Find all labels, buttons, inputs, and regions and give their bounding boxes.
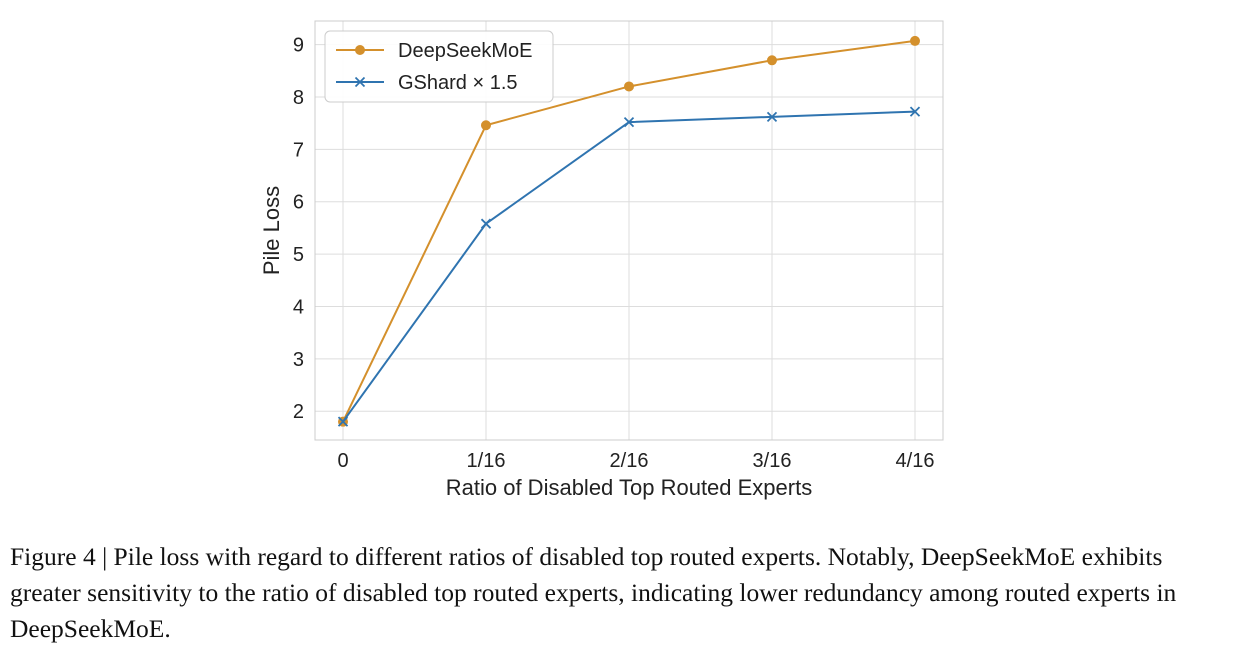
data-point-gshard bbox=[623, 116, 635, 128]
x-tick-label: 1/16 bbox=[467, 450, 506, 472]
axis-ticks: 2 3 4 5 6 7 8 9 0 1/16 2/16 3/16 4/16 bbox=[293, 35, 935, 472]
data-point-deepseekmoe bbox=[910, 35, 920, 46]
marker-stroke bbox=[337, 416, 349, 427]
x-tick-label: 4/16 bbox=[896, 450, 935, 472]
plot-area-frame bbox=[314, 20, 944, 441]
marker-stroke bbox=[766, 111, 778, 122]
y-axis-label: Pile Loss bbox=[259, 186, 284, 275]
x-tick-label: 3/16 bbox=[753, 450, 792, 472]
legend: DeepSeekMoE GShard × 1.5 bbox=[324, 30, 554, 103]
legend-box bbox=[324, 30, 554, 103]
figure-caption: Figure 4 | Pile loss with regard to diff… bbox=[10, 542, 1177, 643]
marker-stroke bbox=[623, 116, 635, 128]
line-chart: 2 3 4 5 6 7 8 9 0 1/16 2/16 3/16 4/16 Ratio of Disab… bbox=[259, 20, 944, 500]
x-tick-label: 2/16 bbox=[610, 450, 649, 472]
series-layer bbox=[337, 35, 921, 427]
x-tick-label: 0 bbox=[337, 450, 348, 472]
series-gshard bbox=[337, 106, 921, 427]
data-point-deepseekmoe bbox=[624, 81, 634, 92]
y-tick-label: 5 bbox=[293, 244, 304, 266]
marker-stroke bbox=[480, 218, 492, 229]
marker-stroke bbox=[909, 106, 921, 117]
y-tick-label: 9 bbox=[293, 35, 304, 57]
y-tick-label: 8 bbox=[293, 87, 304, 109]
y-tick-label: 6 bbox=[293, 192, 304, 214]
legend-marker bbox=[355, 45, 365, 55]
legend-label: GShard × 1.5 bbox=[398, 72, 518, 94]
data-point-deepseekmoe bbox=[481, 120, 491, 131]
y-tick-label: 4 bbox=[293, 296, 304, 318]
legend-label: DeepSeekMoE bbox=[398, 40, 533, 62]
data-point-gshard bbox=[909, 106, 921, 117]
y-tick-label: 2 bbox=[293, 401, 304, 423]
legend-marker bbox=[354, 76, 366, 88]
y-tick-label: 3 bbox=[293, 349, 304, 371]
data-point-gshard bbox=[766, 111, 778, 122]
legend-item-deepseekmoe: DeepSeekMoE bbox=[336, 40, 533, 62]
data-point-deepseekmoe bbox=[767, 55, 777, 66]
data-point-gshard bbox=[480, 218, 492, 229]
y-tick-label: 7 bbox=[293, 139, 304, 161]
marker-stroke bbox=[354, 76, 366, 88]
legend-item-gshard: GShard × 1.5 bbox=[336, 72, 518, 94]
x-axis-label: Ratio of Disabled Top Routed Experts bbox=[446, 475, 812, 500]
data-point-gshard bbox=[337, 416, 349, 427]
